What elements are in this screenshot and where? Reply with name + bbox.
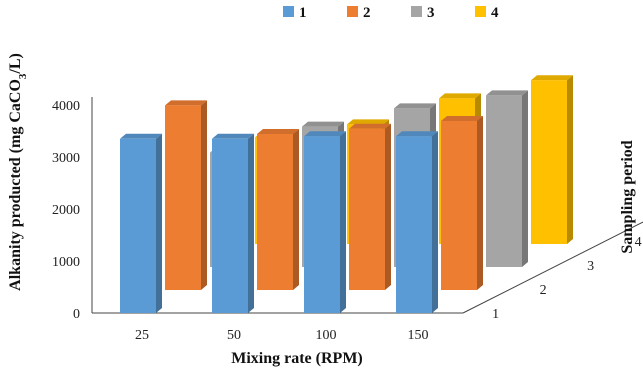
legend-label: 2 [363, 5, 371, 21]
x-axis-title: Mixing rate (RPM) [231, 350, 363, 367]
z-tick-label: 4 [635, 235, 642, 250]
legend-swatch [475, 6, 486, 17]
x-tick-label: 100 [316, 328, 337, 343]
bar-top-face [120, 133, 162, 139]
z-axis-title: Sampling period [619, 140, 636, 253]
bar-top-face [304, 131, 346, 137]
z-tick-label: 3 [587, 259, 594, 274]
bar-top-face [441, 116, 483, 121]
legend-swatch [411, 6, 422, 17]
bar-side-face [522, 90, 528, 268]
bar-side-face [432, 131, 438, 313]
bar-top-face [531, 75, 573, 81]
bar-series-1-150 [396, 131, 438, 313]
bar-series-1-100 [304, 131, 346, 313]
bar-series-2-50 [257, 129, 299, 290]
bar-side-face [156, 133, 162, 313]
series-2-bars [165, 100, 483, 291]
legend-swatch [283, 6, 294, 17]
z-axis-line [462, 221, 643, 314]
bar-front-face [486, 95, 522, 268]
series-1-bars [120, 131, 438, 313]
bar-top-face [257, 129, 299, 134]
bar-top-face [165, 100, 207, 106]
bar-front-face [304, 136, 340, 313]
bar-top-face [349, 123, 391, 129]
bar-side-face [385, 123, 391, 290]
x-tick-label: 150 [408, 328, 429, 343]
legend-entry-1: 1 [283, 5, 307, 21]
bar-top-face [486, 90, 528, 96]
bar-front-face [257, 134, 293, 290]
y-tick-label: 3000 [52, 151, 80, 166]
bar-top-face [396, 131, 438, 137]
bar-top-face [212, 133, 254, 139]
bar-front-face [120, 138, 156, 313]
bar-front-face [396, 136, 432, 313]
bar-series-2-150 [441, 116, 483, 290]
x-tick-label: 50 [227, 328, 241, 343]
bar-series-3-150 [486, 90, 528, 268]
legend-label: 4 [491, 5, 499, 21]
z-tick-label: 1 [492, 307, 499, 322]
bar-front-face [441, 121, 477, 290]
bar-top-face [347, 119, 389, 125]
bar-series-1-50 [212, 133, 254, 313]
bar-side-face [340, 131, 346, 313]
z-tick-label: 2 [540, 283, 547, 298]
bar-series-1-25 [120, 133, 162, 313]
y-tick-label: 4000 [52, 99, 80, 114]
legend-entry-2: 2 [347, 5, 371, 21]
bar-top-face [394, 103, 436, 109]
y-tick-label: 0 [73, 307, 80, 322]
bar-top-face [439, 93, 481, 99]
bar-front-face [165, 105, 201, 291]
bar-front-face [212, 138, 248, 313]
x-tick-label: 25 [135, 328, 149, 343]
bar-side-face [293, 129, 299, 290]
legend-entry-3: 3 [411, 5, 435, 21]
legend-label: 3 [427, 5, 435, 21]
bar-top-face [302, 121, 344, 127]
bar-side-face [567, 75, 573, 244]
bar-side-face [248, 133, 254, 313]
legend-label: 1 [299, 5, 307, 21]
y-tick-label: 2000 [52, 203, 80, 218]
bar-front-face [349, 128, 385, 290]
bar-front-face [531, 80, 567, 244]
bar-side-face [477, 116, 483, 290]
legend-swatch [347, 6, 358, 17]
bar-series-4-150 [531, 75, 573, 244]
legend-entry-4: 4 [475, 5, 499, 21]
bar-series-2-25 [165, 100, 207, 291]
bar-series-2-100 [349, 123, 391, 290]
bar-side-face [201, 100, 207, 291]
y-tick-label: 1000 [52, 255, 80, 270]
y-axis-title: Alkanity producted (mg CaCO3/L) [7, 53, 29, 291]
